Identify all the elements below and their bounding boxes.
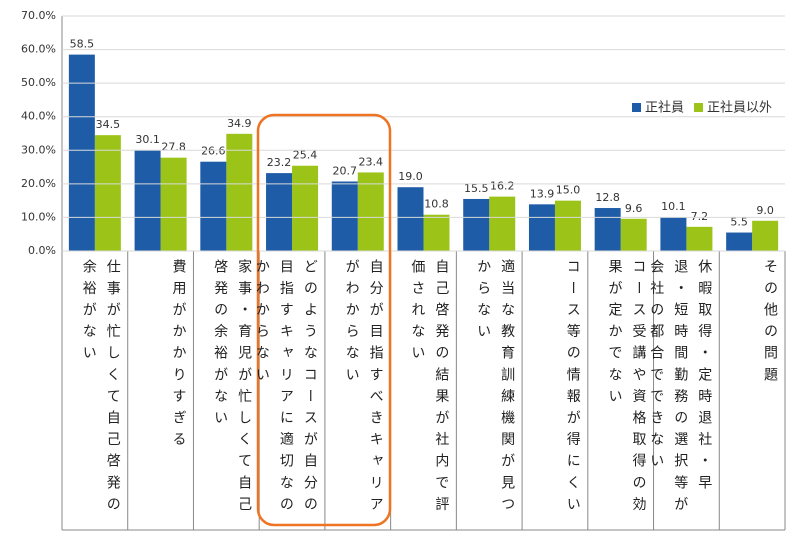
value-label: 19.0 <box>398 170 423 183</box>
value-label: 23.2 <box>267 156 292 169</box>
value-label: 20.7 <box>333 165 358 178</box>
bar <box>554 200 581 251</box>
value-label: 30.1 <box>135 133 160 146</box>
highlight-box <box>256 113 392 527</box>
category-label: 仕事が忙しくて自己啓発の余裕がない <box>80 259 121 519</box>
y-tick-label: 30.0% <box>21 143 56 156</box>
category-label: 家事・育児が忙しくて自己啓発の余裕がない <box>212 259 253 519</box>
y-tick-label: 40.0% <box>21 110 56 123</box>
bar <box>68 54 95 251</box>
value-label: 5.5 <box>730 216 748 229</box>
bar <box>489 196 516 251</box>
bar <box>397 187 424 251</box>
value-label: 10.8 <box>424 198 449 211</box>
category-label: その他の問題 <box>761 259 778 389</box>
y-tick-label: 10.0% <box>21 210 56 223</box>
bar <box>686 226 713 251</box>
category-label: コース等の情報が得にくい <box>564 259 581 519</box>
bar <box>528 204 555 251</box>
bar <box>226 133 253 251</box>
bar <box>266 173 293 251</box>
value-label: 9.6 <box>625 202 643 215</box>
value-label: 7.2 <box>691 210 709 223</box>
bar <box>726 232 753 251</box>
bar <box>463 198 490 251</box>
value-label: 9.0 <box>756 204 774 217</box>
bar <box>160 157 187 251</box>
y-tick-label: 0.0% <box>28 244 56 257</box>
value-label: 26.6 <box>201 145 226 158</box>
category-label: コース受講や資格取得の効果が定かでない <box>606 259 647 519</box>
category-label: 費用がかかりすぎる <box>170 259 187 454</box>
y-tick-label: 60.0% <box>21 43 56 56</box>
category-label: 適当な教育訓練機関が見つからない <box>475 259 516 519</box>
legend-label: 正社員以外 <box>707 100 772 116</box>
value-label: 23.4 <box>359 155 384 168</box>
bar <box>200 161 227 251</box>
y-tick-label: 20.0% <box>21 177 56 190</box>
bar <box>594 208 621 251</box>
value-label: 58.5 <box>70 38 95 51</box>
legend-swatch <box>632 103 641 112</box>
value-label: 16.2 <box>490 180 515 193</box>
legend-label: 正社員 <box>645 100 684 116</box>
y-tick-label: 50.0% <box>21 76 56 89</box>
bar <box>331 181 358 251</box>
category-label: 休暇取得・定時退社・早退・短時間勤務の選択等が会社の都合でできない <box>648 259 713 519</box>
bar <box>357 172 384 251</box>
category-label: 自己啓発の結果が社内で評価されない <box>409 259 450 519</box>
value-label: 13.9 <box>530 187 555 200</box>
value-label: 12.8 <box>595 191 620 204</box>
bar <box>94 135 121 251</box>
value-label: 15.0 <box>556 184 581 197</box>
bar <box>660 217 687 251</box>
y-tick-label: 70.0% <box>21 9 56 22</box>
value-label: 34.5 <box>96 118 121 131</box>
bar <box>620 218 647 251</box>
bar <box>292 165 319 251</box>
category-label: どのようなコースが自分の目指すキャリアに適切なのかわからない <box>253 259 318 519</box>
legend-swatch <box>694 103 704 112</box>
value-label: 27.8 <box>161 141 186 154</box>
value-label: 25.4 <box>293 149 318 162</box>
value-label: 34.9 <box>227 117 252 130</box>
bar <box>752 220 779 251</box>
bar <box>423 214 450 251</box>
bar <box>134 149 161 251</box>
category-label: 自分が目指すべきキャリアがわからない <box>343 259 384 519</box>
value-label: 15.5 <box>464 182 489 195</box>
value-label: 10.1 <box>661 200 686 213</box>
